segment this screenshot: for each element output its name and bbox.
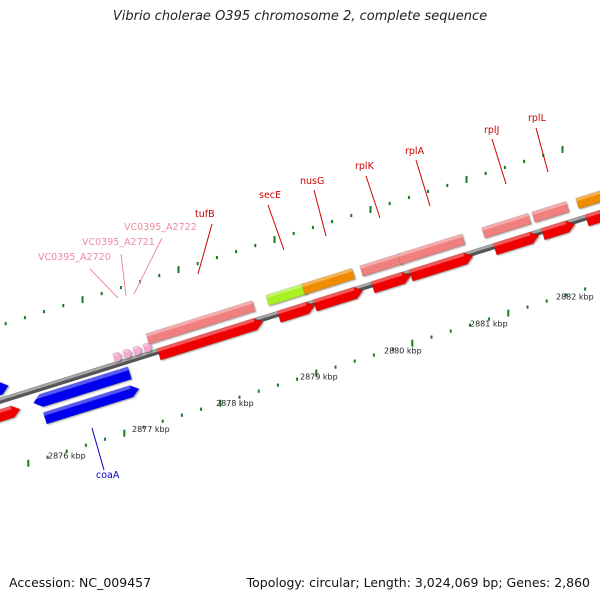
cds-next-feature: [584, 209, 600, 227]
accession-label: Accession: NC_009457: [9, 575, 152, 590]
kbp-label: 2879 kbp: [300, 373, 338, 382]
gene-label-coaA: coaA: [96, 470, 120, 481]
gene-label-nusG: nusG: [300, 176, 324, 187]
leader-line: [313, 189, 327, 237]
gene-label-tufB: tufB: [195, 209, 215, 220]
leader-line: [491, 138, 507, 185]
cds-rplL-feature: [540, 220, 576, 241]
cds-tufB-feature: [156, 318, 264, 361]
map-title: Vibrio cholerae O395 chromosome 2, compl…: [112, 9, 488, 24]
leader-line: [91, 427, 105, 471]
gene-secE-feature: [265, 283, 308, 307]
gene-label-rplA: rplA: [405, 146, 425, 157]
gene-tufB-feature: [145, 300, 256, 345]
cds-rplJ-feature: [492, 231, 540, 256]
gene-label-VC0395_A2721: VC0395_A2721: [82, 237, 155, 248]
gene-rplK-feature: [359, 253, 404, 277]
leader-line: [415, 159, 431, 207]
topology-summary: Topology: circular; Length: 3,024,069 bp…: [246, 575, 590, 590]
kbp-label-group: 2876 kbp 2877 kbp 2878 kbp 2879 kbp 2880 kbp…: [48, 293, 594, 461]
gene-label-VC0395_A2720: VC0395_A2720: [38, 252, 111, 263]
gene-VC0395-small-feature: [132, 345, 143, 357]
leader-line: [365, 175, 381, 219]
gene-label-secE: secE: [259, 190, 281, 201]
gene-rplJ-feature: [481, 212, 532, 239]
gene-coaA-feature: [31, 366, 132, 408]
cds-coaA-feature: [42, 385, 140, 425]
gene-label-rplK: rplK: [355, 161, 375, 172]
gene-label-group: coaA VC0395_A2720 VC0395_A2721 VC0395_A2722…: [38, 113, 549, 481]
leader-line: [133, 237, 163, 295]
gene-VC0395-small-feature: [122, 348, 133, 360]
tick-row-lower: [27, 287, 587, 467]
kbp-label: 2878 kbp: [216, 399, 254, 408]
cds-rplA-feature: [408, 252, 474, 282]
kbp-label: 2880 kbp: [384, 346, 422, 355]
gene-feature-group: [0, 189, 600, 425]
kbp-label: 2877 kbp: [132, 425, 170, 434]
gene-rplL-feature: [531, 201, 570, 223]
gene-label-rplL: rplL: [528, 113, 547, 124]
gene-blue-left-feature: [0, 381, 9, 400]
kbp-label: 2876 kbp: [48, 451, 86, 460]
gene-label-rplJ: rplJ: [484, 125, 499, 136]
gene-rplA-feature: [397, 233, 466, 265]
gene-nusG-feature: [301, 268, 356, 295]
leader-line: [89, 268, 119, 299]
cds-left-feature: [0, 405, 21, 424]
gene-label-VC0395_A2722: VC0395_A2722: [124, 222, 197, 233]
kbp-label: 2882 kbp: [556, 293, 594, 302]
cds-nusG-feature: [312, 286, 364, 312]
cds-rplK-feature: [370, 271, 412, 294]
leader-line: [535, 127, 549, 173]
gene-next-feature: [575, 189, 600, 210]
gene-VC0395-small-feature: [142, 342, 153, 354]
leader-line: [120, 253, 127, 297]
leader-line: [267, 204, 285, 251]
leader-line: [197, 223, 213, 275]
kbp-label: 2881 kbp: [470, 319, 508, 328]
cds-secE-feature: [276, 301, 316, 323]
gene-VC0395-small-feature: [112, 351, 123, 363]
